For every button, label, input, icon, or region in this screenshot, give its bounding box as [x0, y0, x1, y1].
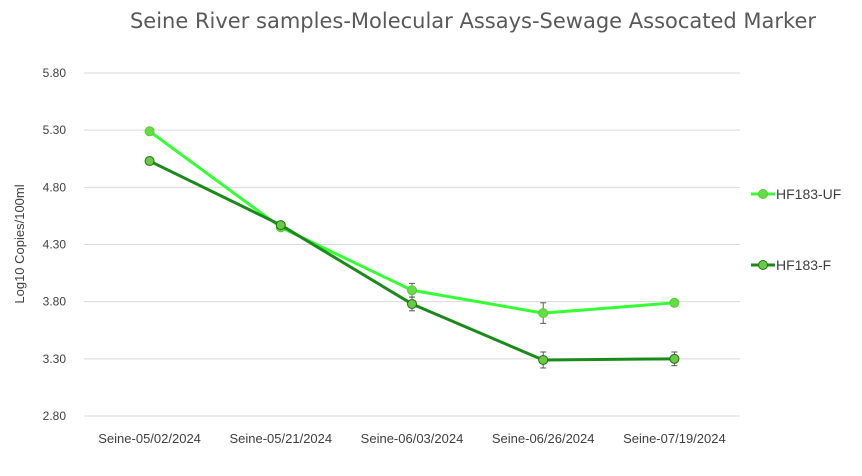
legend-label: HF183-F — [776, 257, 831, 273]
x-tick-labels: Seine-05/02/2024 Seine-05/21/2024 Seine-06… — [98, 431, 725, 446]
legend-marker — [758, 189, 768, 199]
data-point — [407, 285, 417, 296]
data-point — [669, 353, 680, 364]
y-tick-labels: 2.80 3.30 3.80 4.30 4.80 5.30 5.80 — [43, 66, 67, 423]
legend-item: HF183-F — [751, 257, 831, 273]
data-point — [144, 156, 155, 167]
x-tick-label: Seine-06/03/2024 — [361, 431, 464, 446]
y-tick-label: 4.80 — [43, 180, 67, 194]
x-tick-label: Seine-05/21/2024 — [229, 431, 332, 446]
data-point — [275, 220, 286, 231]
data-point — [407, 298, 417, 309]
y-axis-label: Log10 Copies/100ml — [12, 184, 27, 303]
data-point — [669, 297, 680, 308]
y-tick-label: 3.30 — [43, 352, 67, 366]
y-tick-label: 5.30 — [43, 123, 67, 137]
data-point — [538, 354, 549, 365]
chart-title: Seine River samples-Molecular Assays-Sew… — [130, 9, 816, 33]
gridlines — [84, 72, 740, 417]
y-tick-label: 4.30 — [43, 238, 67, 252]
y-tick-label: 3.80 — [43, 295, 67, 309]
x-tick-label: Seine-06/26/2024 — [492, 431, 595, 446]
series-layer — [144, 126, 680, 369]
series-HF183-UF — [144, 126, 680, 324]
legend-item: HF183-UF — [751, 186, 841, 202]
series-line — [148, 159, 675, 362]
y-tick-label: 5.80 — [43, 66, 67, 80]
data-point — [538, 308, 549, 319]
y-tick-label: 2.80 — [43, 409, 67, 423]
data-point — [144, 126, 155, 137]
x-tick-label: Seine-07/19/2024 — [623, 431, 726, 446]
legend-marker — [758, 260, 768, 270]
legend-label: HF183-UF — [776, 186, 841, 202]
series-HF183-F — [144, 156, 680, 369]
legend: HF183-UF HF183-F — [751, 186, 841, 273]
x-tick-label: Seine-05/02/2024 — [98, 431, 201, 446]
